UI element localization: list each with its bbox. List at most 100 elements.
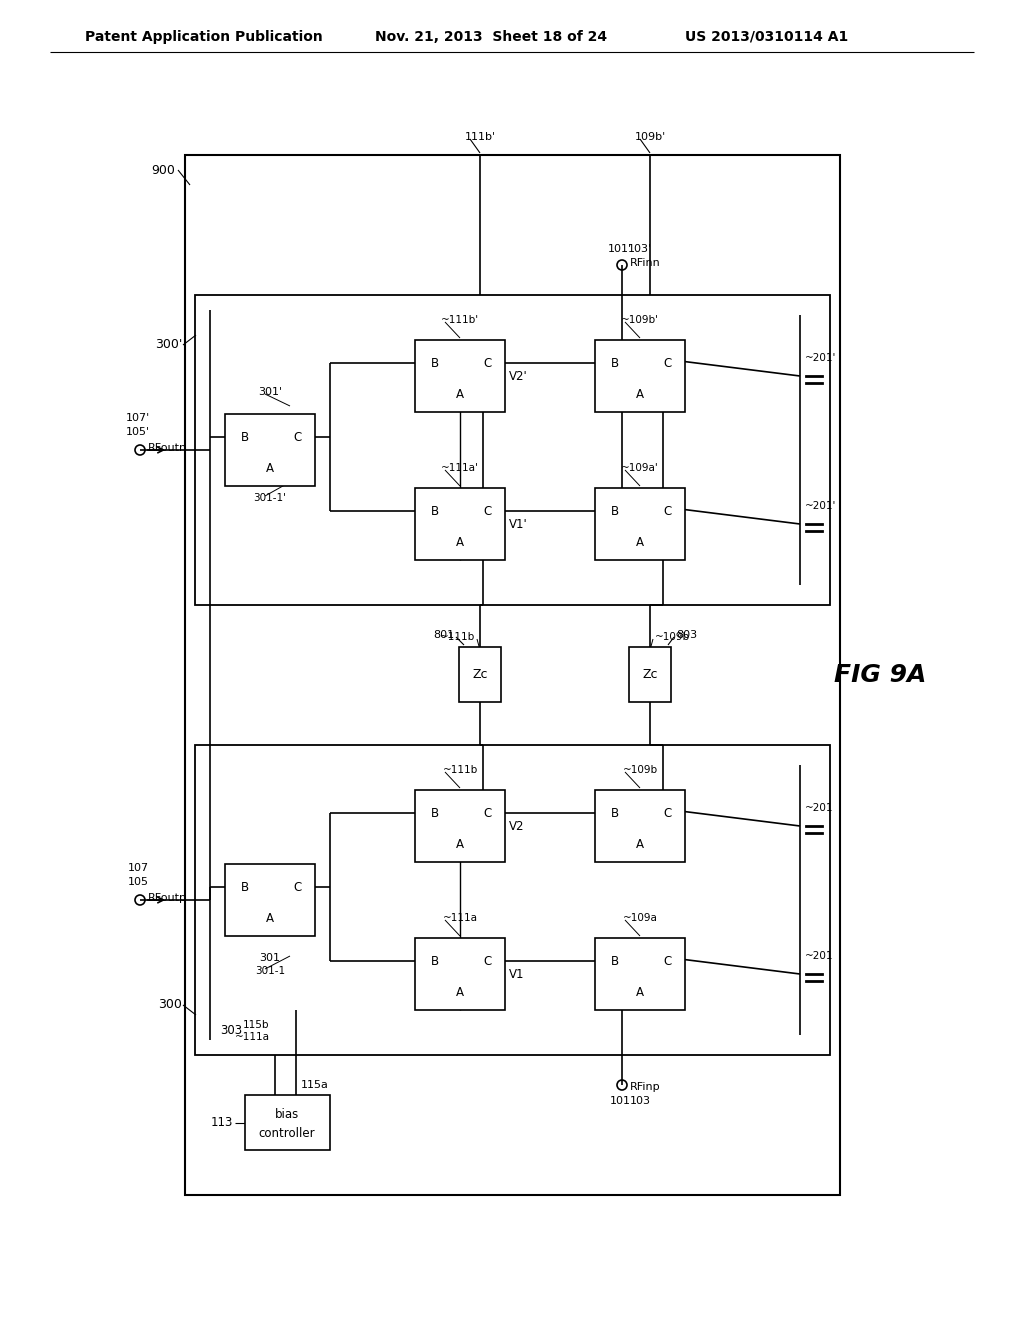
- Bar: [245, 1096, 330, 1150]
- Text: 803: 803: [676, 630, 697, 640]
- Text: A: A: [266, 912, 274, 924]
- Bar: [195, 294, 830, 605]
- Text: Nov. 21, 2013  Sheet 18 of 24: Nov. 21, 2013 Sheet 18 of 24: [375, 30, 607, 44]
- Text: V1: V1: [509, 968, 524, 981]
- Text: ~111b': ~111b': [441, 315, 479, 325]
- Text: US 2013/0310114 A1: US 2013/0310114 A1: [685, 30, 848, 44]
- Text: ~109b': ~109b': [621, 315, 659, 325]
- Text: ~201': ~201': [805, 502, 837, 511]
- Text: 115a: 115a: [301, 1080, 329, 1090]
- Text: A: A: [636, 536, 644, 549]
- Text: C: C: [663, 954, 671, 968]
- Text: V2': V2': [509, 370, 527, 383]
- Bar: [225, 865, 315, 936]
- Text: B: B: [610, 504, 618, 517]
- Text: 301': 301': [258, 387, 282, 397]
- Text: 109b': 109b': [635, 132, 666, 143]
- Text: ~109a: ~109a: [623, 913, 657, 923]
- Text: A: A: [636, 986, 644, 998]
- Bar: [595, 341, 685, 412]
- Bar: [415, 939, 505, 1010]
- Text: C: C: [293, 430, 301, 444]
- Text: V1': V1': [509, 517, 527, 531]
- Text: ~109b: ~109b: [655, 632, 690, 642]
- Text: Zc: Zc: [642, 668, 657, 681]
- Text: Zc: Zc: [472, 668, 487, 681]
- Text: B: B: [431, 954, 439, 968]
- Text: B: B: [241, 880, 249, 894]
- Text: 105': 105': [126, 426, 151, 437]
- Text: RFinp: RFinp: [630, 1082, 660, 1092]
- Text: A: A: [636, 388, 644, 400]
- Text: RFinn: RFinn: [630, 257, 660, 268]
- Text: C: C: [663, 504, 671, 517]
- Text: 115b: 115b: [244, 1020, 269, 1030]
- Text: 111b': 111b': [465, 132, 496, 143]
- Text: A: A: [456, 837, 464, 850]
- Text: 113: 113: [211, 1117, 233, 1130]
- Text: 301: 301: [259, 953, 281, 964]
- Text: B: B: [610, 954, 618, 968]
- Text: 900: 900: [152, 164, 175, 177]
- Text: C: C: [483, 504, 492, 517]
- Text: ~111a: ~111a: [442, 913, 477, 923]
- Text: ~111b: ~111b: [442, 766, 477, 775]
- Text: 107: 107: [127, 863, 148, 873]
- Bar: [415, 341, 505, 412]
- Text: B: B: [431, 807, 439, 820]
- Text: 103: 103: [630, 1096, 650, 1106]
- Text: ~111a': ~111a': [441, 463, 479, 473]
- Text: 300': 300': [155, 338, 182, 351]
- Text: 101': 101': [608, 244, 632, 253]
- Text: 301-1: 301-1: [255, 966, 285, 975]
- Text: ~111b: ~111b: [439, 632, 475, 642]
- Text: A: A: [266, 462, 274, 474]
- Text: A: A: [456, 986, 464, 998]
- Bar: [629, 647, 671, 702]
- Text: C: C: [293, 880, 301, 894]
- Bar: [415, 488, 505, 560]
- Text: C: C: [483, 954, 492, 968]
- Text: ~201: ~201: [805, 950, 834, 961]
- Text: bias: bias: [274, 1107, 299, 1121]
- Bar: [459, 647, 501, 702]
- Text: B: B: [610, 807, 618, 820]
- Text: 107': 107': [126, 413, 151, 422]
- Text: 303: 303: [220, 1023, 242, 1036]
- Text: ~201': ~201': [805, 352, 837, 363]
- Text: V2: V2: [509, 820, 524, 833]
- Text: C: C: [483, 807, 492, 820]
- Text: B: B: [431, 504, 439, 517]
- Bar: [225, 414, 315, 486]
- Text: FIG 9A: FIG 9A: [834, 663, 926, 686]
- Text: B: B: [610, 356, 618, 370]
- Text: B: B: [241, 430, 249, 444]
- Text: ~111a: ~111a: [234, 1032, 269, 1041]
- Text: C: C: [663, 356, 671, 370]
- Bar: [595, 789, 685, 862]
- Text: RFoutn: RFoutn: [148, 444, 187, 453]
- Bar: [185, 154, 840, 1195]
- Text: A: A: [456, 536, 464, 549]
- Text: A: A: [456, 388, 464, 400]
- Text: 105: 105: [128, 876, 148, 887]
- Text: controller: controller: [259, 1127, 315, 1140]
- Text: B: B: [431, 356, 439, 370]
- Text: ~201: ~201: [805, 803, 834, 813]
- Text: 301-1': 301-1': [254, 492, 287, 503]
- Text: C: C: [663, 807, 671, 820]
- Text: A: A: [636, 837, 644, 850]
- Bar: [195, 744, 830, 1055]
- Bar: [595, 939, 685, 1010]
- Bar: [595, 488, 685, 560]
- Text: C: C: [483, 356, 492, 370]
- Text: RFoutp: RFoutp: [148, 894, 187, 903]
- Bar: [415, 789, 505, 862]
- Text: ~109b: ~109b: [623, 766, 657, 775]
- Text: Patent Application Publication: Patent Application Publication: [85, 30, 323, 44]
- Text: 101: 101: [609, 1096, 631, 1106]
- Text: ~109a': ~109a': [622, 463, 658, 473]
- Text: 300: 300: [158, 998, 182, 1011]
- Text: 103': 103': [628, 244, 652, 253]
- Text: 801: 801: [433, 630, 454, 640]
